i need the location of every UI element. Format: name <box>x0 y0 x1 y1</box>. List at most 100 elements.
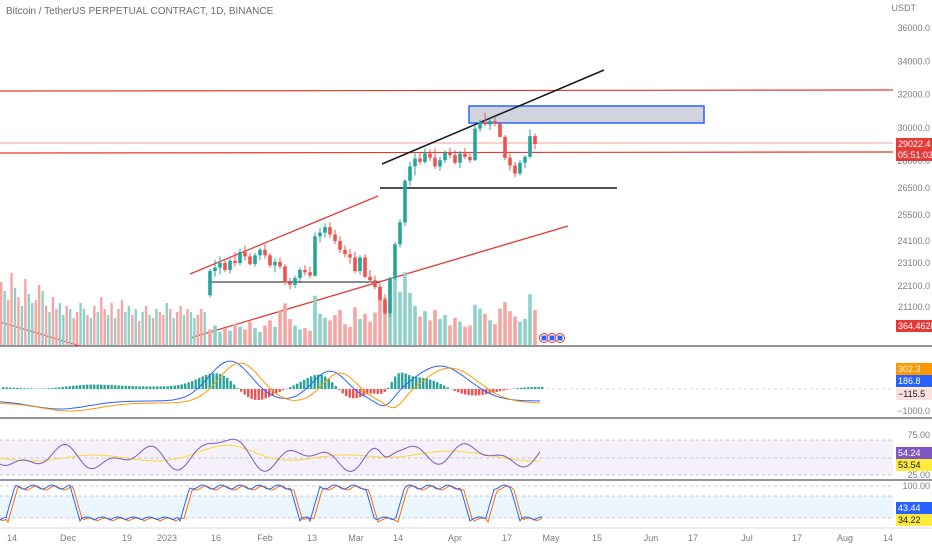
macd-histogram-bar <box>180 384 183 389</box>
candle-body <box>213 267 217 272</box>
candle-body <box>388 277 392 314</box>
volume-bar <box>165 303 168 345</box>
time-tick-label: Feb <box>257 533 273 543</box>
macd-histogram-bar <box>135 386 138 389</box>
time-tick-label: 14 <box>393 533 403 543</box>
candle-body <box>473 128 477 161</box>
macd-histogram-bar <box>313 375 316 389</box>
volume-bar <box>24 279 27 345</box>
volume-bar <box>433 309 437 345</box>
macd-histogram-bar <box>275 389 278 394</box>
volume-bar <box>124 312 127 345</box>
time-tick-label: 19 <box>122 533 132 543</box>
macd-histogram-bar <box>187 382 190 389</box>
macd-histogram-bar <box>61 387 64 389</box>
volume-bar <box>228 330 232 345</box>
volume-bar <box>82 309 86 345</box>
volume-bar <box>10 273 13 345</box>
volume-bar <box>96 312 99 345</box>
volume-bar <box>127 306 131 345</box>
macd-histogram-bar <box>250 389 253 399</box>
candle-body <box>443 152 447 161</box>
macd-histogram-bar <box>432 380 435 389</box>
rising-wedge-line <box>381 69 605 165</box>
candle-body <box>448 152 452 156</box>
volume-bar <box>186 309 189 345</box>
price-tick-label: 34000.0 <box>897 56 930 66</box>
volume-bar <box>303 328 307 345</box>
macd-histogram-bar <box>471 389 474 396</box>
candle-body <box>383 299 387 314</box>
macd-histogram-bar <box>387 387 390 389</box>
volume-bar <box>41 291 44 345</box>
volume-bar <box>120 300 124 345</box>
volume-bar <box>533 309 537 345</box>
candle-body <box>478 121 482 129</box>
macd-histogram-bar <box>166 386 169 389</box>
price-tick-label: 22100.0 <box>897 281 930 291</box>
volume-bar <box>528 294 532 345</box>
candle-body <box>228 260 232 270</box>
candle-body <box>323 227 327 233</box>
candle-body <box>418 158 422 162</box>
volume-bar <box>27 294 30 345</box>
volume-bar <box>313 295 317 345</box>
candle-body <box>273 261 277 266</box>
macd-histogram-bar <box>282 389 285 391</box>
horizontal-resistance-line <box>0 89 894 92</box>
volume-bar <box>453 317 457 345</box>
macd-histogram-bar <box>44 388 47 389</box>
macd-histogram-bar <box>380 389 383 394</box>
macd-histogram-bar <box>173 385 176 389</box>
macd-histogram-bar <box>443 385 446 389</box>
macd-histogram-bar <box>488 389 491 394</box>
macd-histogram-bar <box>47 388 50 389</box>
candle-body <box>483 121 487 125</box>
volume-bar <box>343 324 347 345</box>
candle-body <box>413 158 417 167</box>
stoch-k-line <box>0 484 543 523</box>
macd-histogram-bar <box>68 386 71 389</box>
time-tick-label: Jun <box>644 533 659 543</box>
candle-body <box>508 157 512 166</box>
candle-body <box>348 254 352 258</box>
macd-histogram-bar <box>5 387 8 389</box>
volume-bar <box>169 309 172 345</box>
volume-bar <box>196 315 200 345</box>
rsi-ma-tag: 53.54 <box>898 460 921 470</box>
volume-bar <box>86 315 89 345</box>
volume-bar <box>283 303 287 345</box>
currency-label: USDT <box>892 3 917 13</box>
last-price-tag: 29022.4 <box>898 139 931 149</box>
volume-bar <box>62 315 65 345</box>
candle-body <box>313 236 317 276</box>
macd-histogram-bar <box>457 389 460 393</box>
macd-histogram-bar <box>131 386 134 389</box>
macd-histogram-bar <box>177 385 180 389</box>
candle-body <box>498 123 502 137</box>
candle-body <box>408 166 412 181</box>
stoch-tag-d: 34.22 <box>898 515 921 525</box>
volume-bar <box>13 288 17 345</box>
volume-bar <box>248 321 252 345</box>
macd-histogram-bar <box>205 374 208 389</box>
volume-bar <box>117 309 120 345</box>
countdown-tag-bg <box>896 149 932 161</box>
candle-body <box>233 260 237 263</box>
macd-tag-hist: −115.5 <box>898 389 925 399</box>
macd-histogram-bar <box>404 373 407 389</box>
macd-signal-line <box>0 362 541 412</box>
volume-bar <box>131 315 134 345</box>
volume-bar <box>20 306 24 345</box>
macd-histogram-bar <box>446 387 449 389</box>
macd-histogram-bar <box>51 388 54 389</box>
volume-bar <box>37 285 41 345</box>
macd-histogram-bar <box>79 385 82 389</box>
volume-bar <box>273 326 277 345</box>
macd-histogram-bar <box>194 379 197 389</box>
candle-body <box>338 241 342 250</box>
volume-bar <box>348 326 352 345</box>
volume-bar <box>498 308 502 345</box>
macd-histogram-bar <box>163 386 166 389</box>
